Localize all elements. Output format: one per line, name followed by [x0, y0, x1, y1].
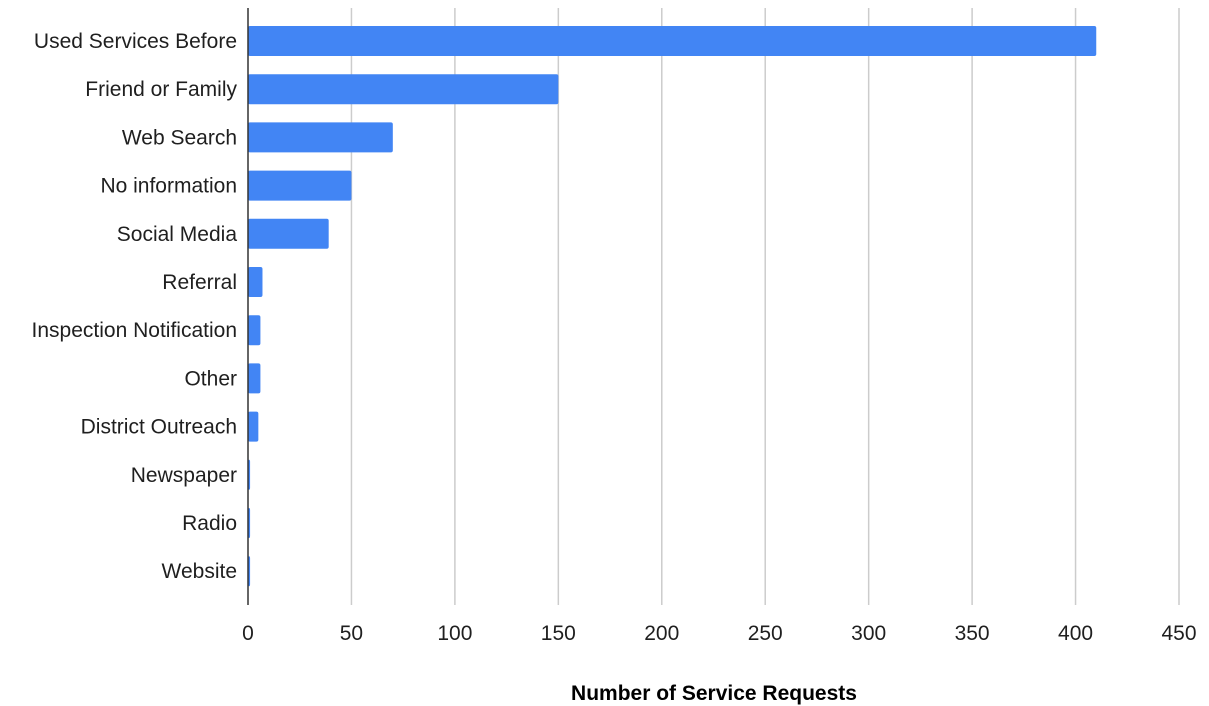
- bar: [248, 74, 559, 105]
- x-tick-label: 100: [437, 622, 472, 645]
- bar: [248, 315, 261, 346]
- category-label: Newspaper: [131, 464, 237, 487]
- bar: [248, 218, 329, 249]
- x-tick-label: 150: [541, 622, 576, 645]
- bar: [248, 267, 263, 297]
- category-label: District Outreach: [81, 416, 237, 439]
- bars: [248, 26, 1097, 587]
- x-tick-label: 300: [851, 622, 886, 645]
- category-label: Social Media: [117, 223, 238, 246]
- bar: [248, 363, 261, 394]
- category-label: Inspection Notification: [32, 319, 237, 342]
- category-label: Referral: [162, 271, 237, 294]
- category-label: No information: [100, 175, 237, 198]
- x-tick-label: 400: [1058, 622, 1093, 645]
- bar: [248, 411, 259, 442]
- category-label: Web Search: [122, 126, 237, 149]
- bar: [248, 122, 393, 153]
- x-tick-label: 450: [1161, 622, 1196, 645]
- x-tick-label: 0: [242, 622, 254, 645]
- x-tick-labels: 0 50 100 150 200 250 300 350 400 450: [242, 622, 1196, 645]
- category-label: Website: [162, 560, 237, 583]
- category-label: Used Services Before: [34, 30, 237, 53]
- category-label: Friend or Family: [85, 78, 237, 101]
- category-label: Radio: [182, 512, 237, 535]
- x-tick-label: 250: [748, 622, 783, 645]
- gridlines: [350, 8, 1180, 605]
- category-labels: Used Services Before Friend or Family Web …: [32, 30, 238, 583]
- category-label: Other: [184, 367, 237, 390]
- x-tick-label: 350: [955, 622, 990, 645]
- x-tick-label: 200: [644, 622, 679, 645]
- bar: [248, 170, 352, 201]
- x-axis-title: Number of Service Requests: [571, 682, 857, 705]
- x-tick-label: 50: [340, 622, 363, 645]
- bar: [248, 26, 1097, 56]
